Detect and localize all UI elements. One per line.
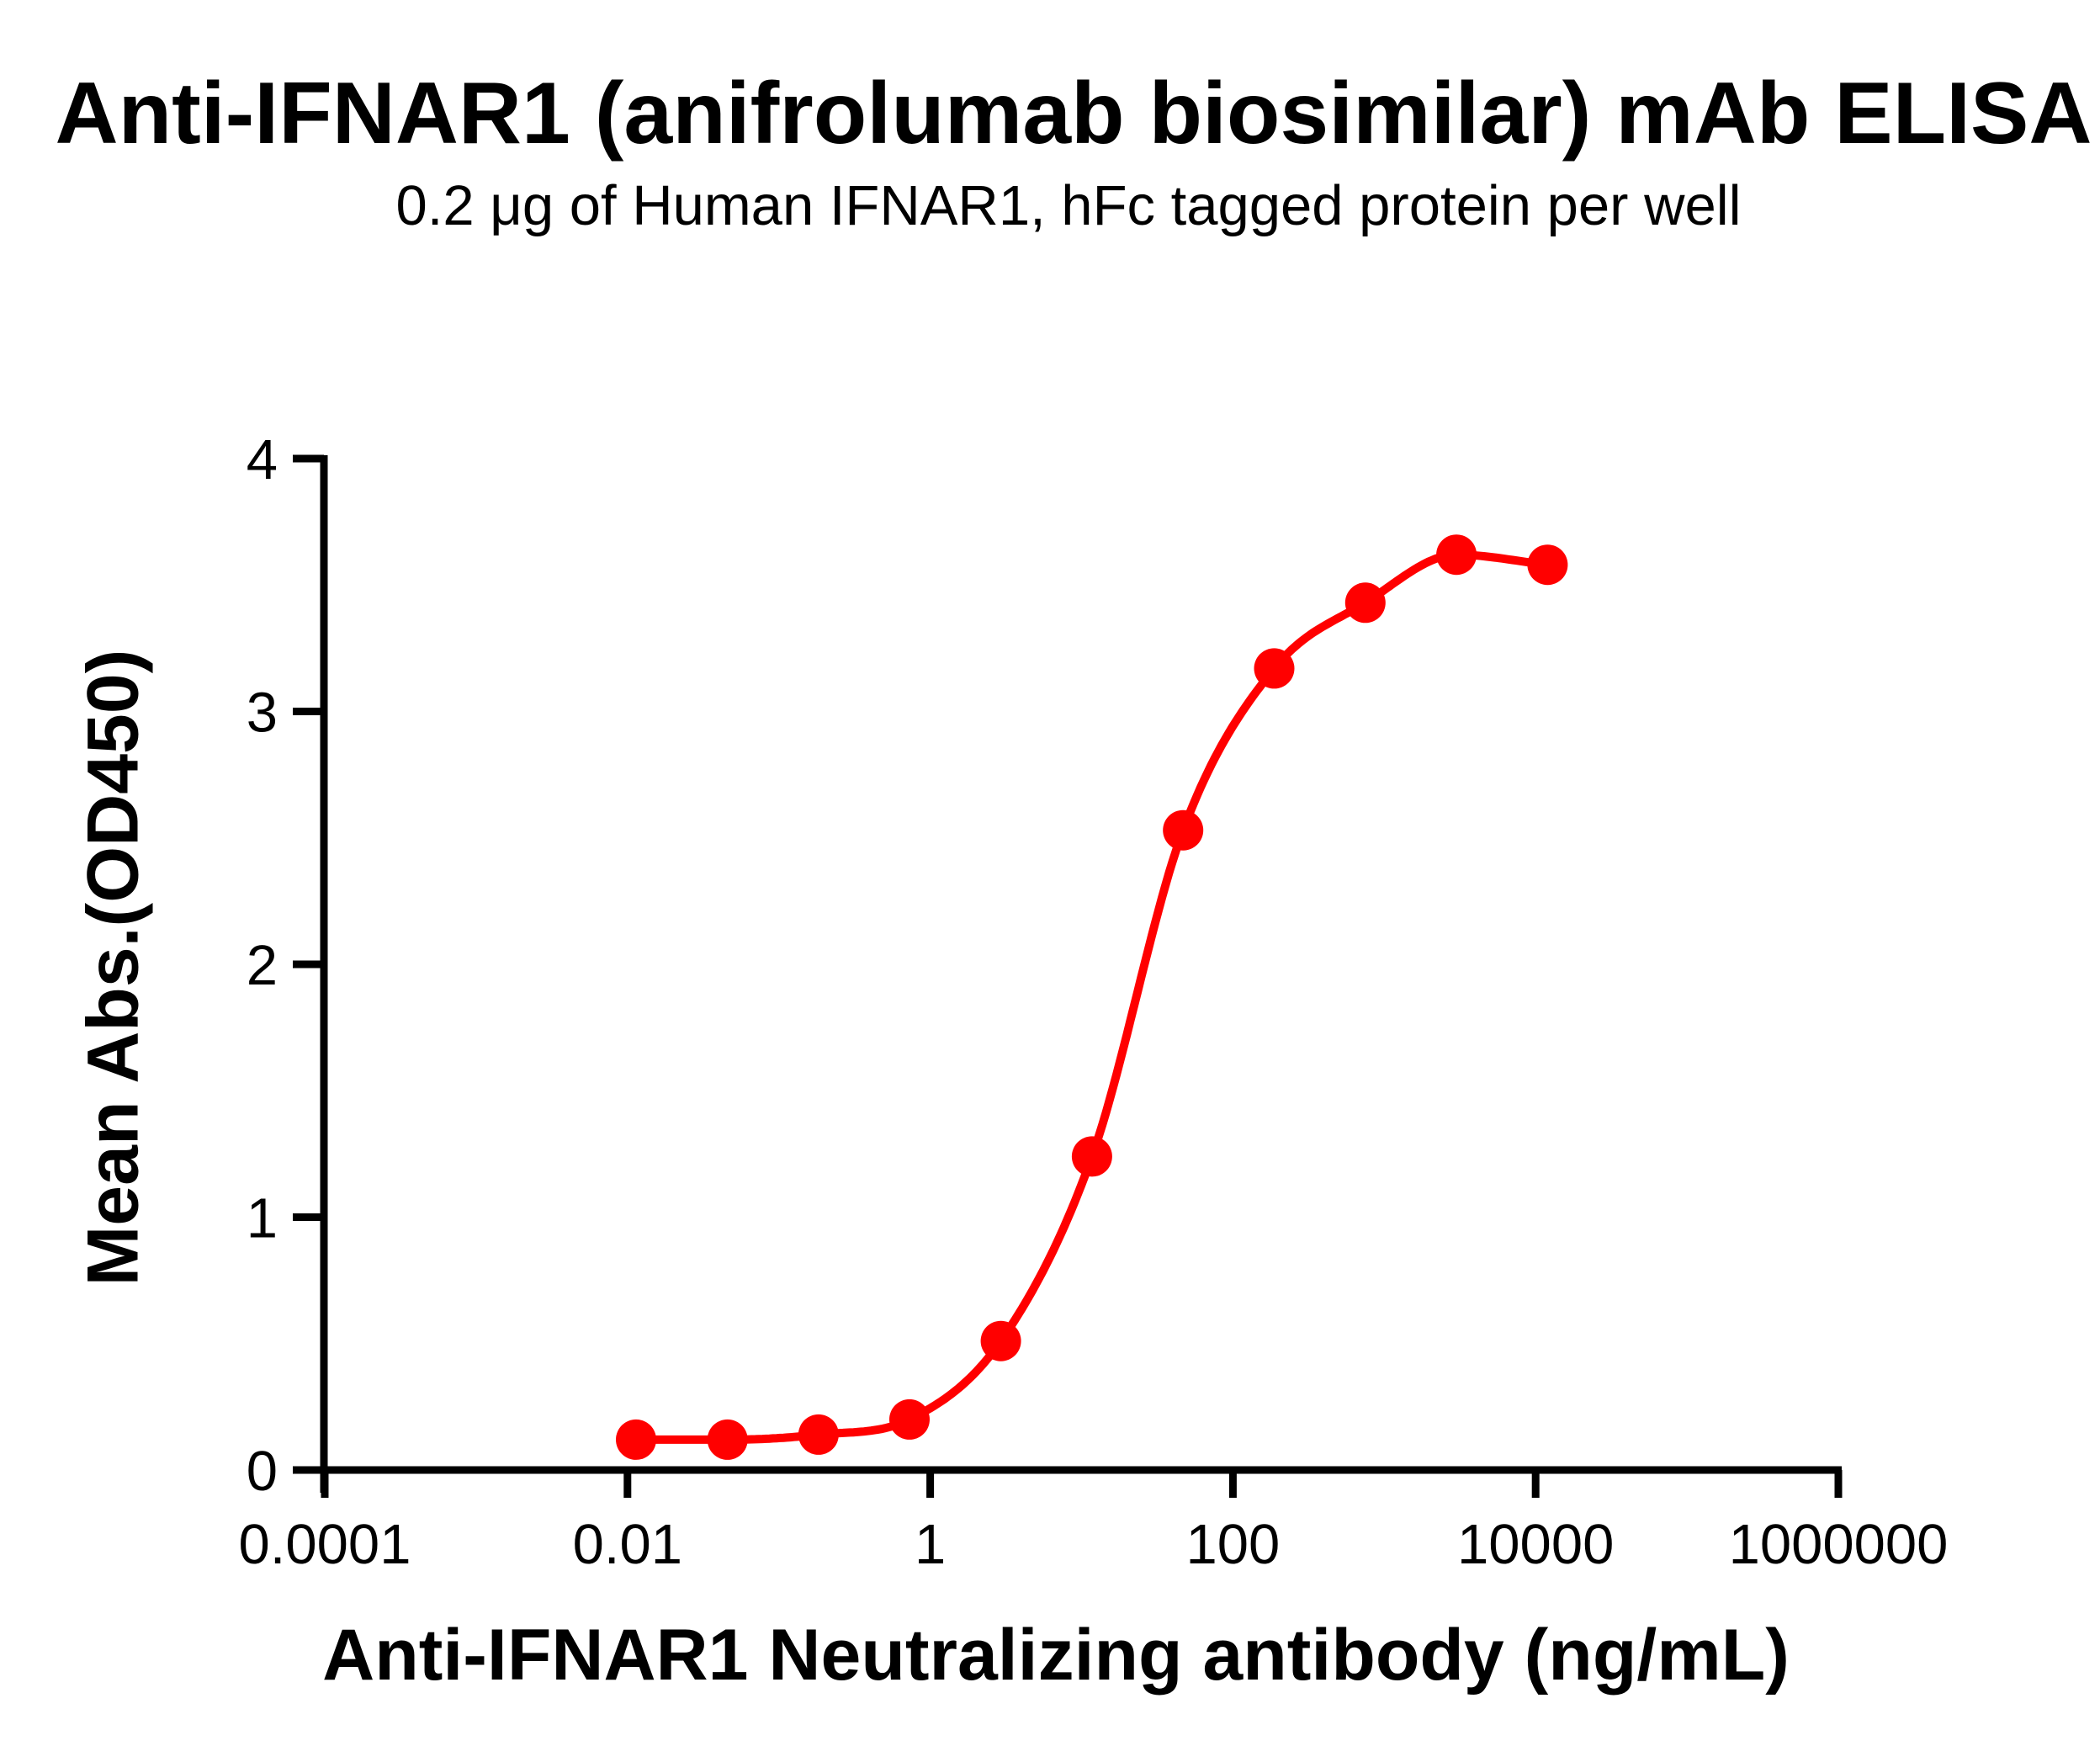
data-point [616,1419,656,1460]
x-tick-label: 0.0001 [239,1513,411,1576]
x-tick-label: 0.01 [573,1513,682,1576]
y-tick-label: 2 [247,934,278,997]
chart-subtitle: 0.2 μg of Human IFNAR1, hFc tagged prote… [395,174,1742,237]
y-tick-label: 4 [247,428,278,491]
y-tick-label: 1 [247,1187,278,1250]
data-point [707,1419,748,1460]
data-point [889,1398,930,1440]
data-point [798,1414,839,1455]
data-point [1436,534,1477,576]
chart-title: Anti-IFNAR1 (anifrolumab biosimilar) mAb… [55,65,2092,162]
data-point [1344,582,1386,624]
x-axis-title: Anti-IFNAR1 Neutralizing antibody (ng/mL… [322,1615,1790,1696]
data-point [1527,544,1568,586]
data-point [1071,1136,1112,1177]
data-point [1254,648,1295,689]
y-tick-label: 0 [247,1440,278,1503]
data-point [1163,809,1204,851]
fit-curve [632,550,1552,1444]
x-tick-label: 10000 [1457,1513,1614,1576]
x-tick-label: 1000000 [1729,1513,1949,1576]
y-tick-label: 3 [247,682,278,745]
data-point [980,1320,1021,1361]
x-tick-label: 100 [1186,1513,1281,1576]
x-tick-label: 1 [915,1513,946,1576]
